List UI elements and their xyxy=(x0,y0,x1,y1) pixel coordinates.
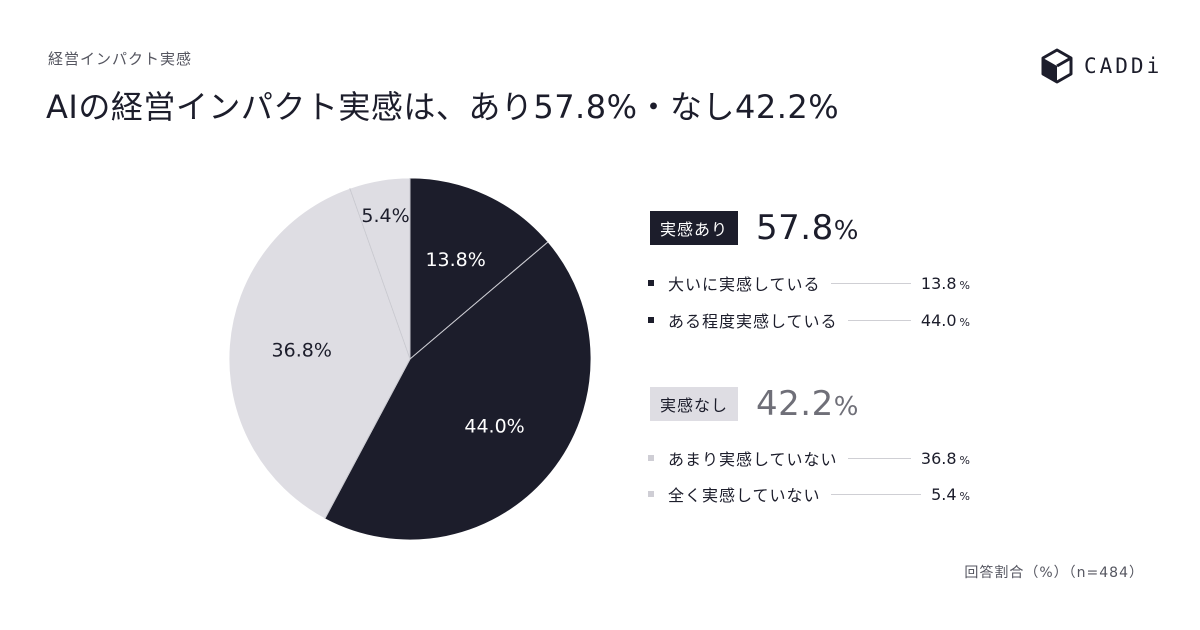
group-tag-yes: 実感あり xyxy=(650,211,739,245)
legend-value: 5.4% xyxy=(931,484,970,504)
slice-separator xyxy=(409,241,549,360)
legend-value: 44.0% xyxy=(920,310,970,330)
pie-slice xyxy=(409,177,549,360)
slice-separator xyxy=(324,358,411,519)
leader-line xyxy=(830,493,922,495)
slice-separator xyxy=(349,188,411,360)
footnote: 回答割合（%）（n=484） xyxy=(964,565,1144,581)
legend-bullet xyxy=(648,317,654,323)
legend-bullet xyxy=(648,491,654,497)
cube-logo-icon xyxy=(1041,48,1073,84)
legend-item: 大いに実感している 13.8% xyxy=(648,271,970,295)
slice-label: 13.8% xyxy=(425,249,485,271)
group-header-yes: 実感あり 57.8% xyxy=(650,208,859,248)
brand-name: CADDi xyxy=(1084,54,1163,78)
legend-value: 36.8% xyxy=(920,448,970,468)
legend-item: ある程度実感している 44.0% xyxy=(648,308,970,332)
pie-slice xyxy=(228,187,411,520)
leader-line xyxy=(830,282,911,284)
pie-slice xyxy=(324,241,592,541)
legend-label: あまり実感していない xyxy=(668,450,838,469)
legend-value: 13.8% xyxy=(920,273,970,293)
legend-item: 全く実感していない 5.4% xyxy=(648,482,970,506)
leader-line xyxy=(847,457,911,459)
group-total-no: 42.2% xyxy=(756,384,859,424)
legend-label: ある程度実感している xyxy=(668,312,838,331)
legend-label: 大いに実感している xyxy=(668,275,821,294)
chart-eyebrow: 経営インパクト実感 xyxy=(48,50,193,68)
group-header-no: 実感なし 42.2% xyxy=(650,384,859,424)
slice-label: 36.8% xyxy=(272,339,332,361)
brand-logo: CADDi xyxy=(1040,48,1162,84)
chart-title: AIの経営インパクト実感は、あり57.8%・なし42.2% xyxy=(46,88,840,126)
pie-chart: 13.8% 44.0% 36.8% 5.4% xyxy=(228,177,592,541)
leader-line xyxy=(847,319,911,321)
group-total-yes: 57.8% xyxy=(756,208,859,248)
slice-label: 5.4% xyxy=(361,205,409,227)
group-tag-no: 実感なし xyxy=(650,387,739,421)
legend-bullet xyxy=(648,280,654,286)
legend-bullet xyxy=(648,455,654,461)
legend-item: あまり実感していない 36.8% xyxy=(648,446,970,470)
slice-label: 44.0% xyxy=(464,416,524,438)
legend-label: 全く実感していない xyxy=(668,486,821,505)
